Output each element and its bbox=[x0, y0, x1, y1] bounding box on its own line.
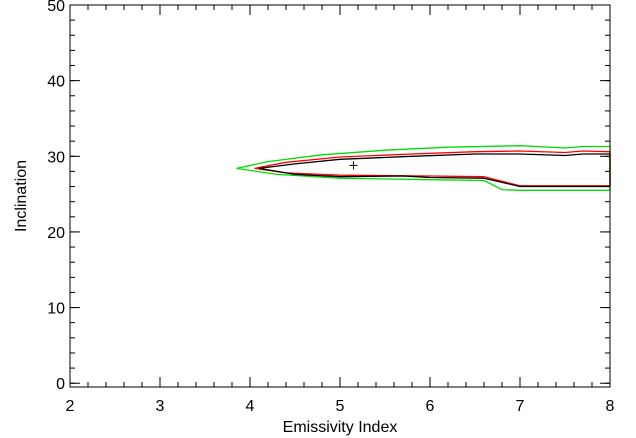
x-tick-label: 3 bbox=[156, 398, 165, 415]
contour-lines bbox=[236, 145, 611, 191]
y-tick-label: 20 bbox=[47, 225, 65, 242]
x-tick-label: 6 bbox=[426, 398, 435, 415]
y-tick-label: 30 bbox=[47, 149, 65, 166]
minor-ticks bbox=[69, 4, 611, 387]
y-tick-label: 50 bbox=[47, 0, 65, 15]
x-axis-label: Emissivity Index bbox=[283, 419, 398, 436]
plot-frame bbox=[69, 4, 611, 388]
x-tick-label: 4 bbox=[246, 398, 255, 415]
best-fit-marker bbox=[349, 161, 358, 170]
x-tick-label: 8 bbox=[606, 398, 615, 415]
x-tick-label: 5 bbox=[336, 398, 345, 415]
y-tick-label: 10 bbox=[47, 301, 65, 318]
x-tick-label: 7 bbox=[516, 398, 525, 415]
y-tick-label: 40 bbox=[47, 74, 65, 91]
y-tick-label: 0 bbox=[56, 376, 65, 393]
x-tick-label: 2 bbox=[66, 398, 75, 415]
contour-line-2 bbox=[258, 153, 611, 188]
y-axis-label: Inclination bbox=[13, 160, 30, 232]
tick-labels: 2 3 4 5 6 7 8 0 10 20 30 40 50 bbox=[47, 0, 614, 415]
major-ticks bbox=[69, 4, 611, 387]
